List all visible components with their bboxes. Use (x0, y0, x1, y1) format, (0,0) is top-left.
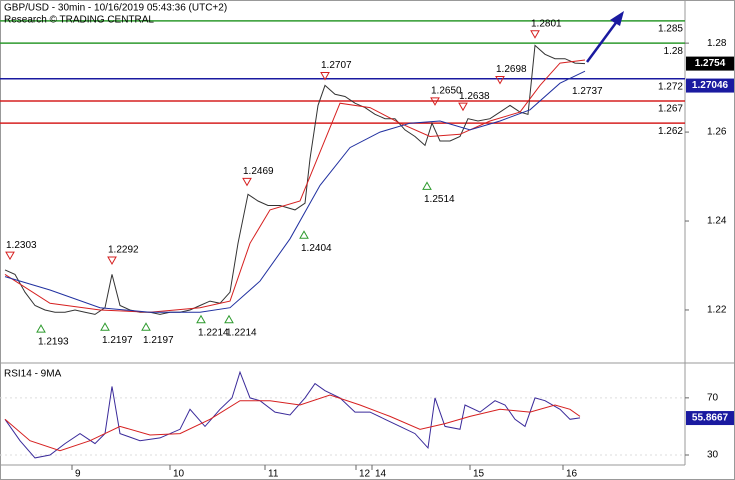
level-label: 1.262 (658, 126, 683, 137)
high-marker (530, 30, 540, 39)
low-label: 1.2514 (424, 194, 455, 205)
price-tag (686, 78, 734, 93)
x-tick-label: 12 (359, 469, 371, 480)
series-line (4, 70, 586, 313)
y-tick-label: 70 (707, 392, 719, 403)
chart-title: GBP/USD - 30min - 10/16/2019 05:43:36 (U… (4, 3, 227, 14)
low-label: 1.2197 (102, 335, 133, 346)
price-tag-label: 55.8667 (692, 413, 729, 424)
high-marker (5, 251, 15, 261)
high-label: 1.2698 (496, 64, 527, 75)
price-tag-label: 1.27046 (692, 80, 729, 91)
x-tick-label: 11 (268, 469, 279, 480)
chart-subtitle: Research © TRADING CENTRAL (4, 15, 154, 26)
series-line (4, 59, 586, 313)
low-marker (422, 181, 432, 190)
price-tag (686, 411, 734, 426)
low-marker (36, 324, 46, 333)
high-marker (458, 102, 468, 112)
x-tick-label: 16 (566, 469, 578, 480)
low-label: 1.2193 (38, 337, 69, 348)
level-label: 1.285 (658, 24, 683, 35)
price-tag (686, 56, 734, 71)
x-tick-label: 9 (75, 469, 81, 480)
low-marker (299, 230, 309, 239)
low-label: 1.2214 (226, 327, 257, 338)
forecast-arrow-head (610, 11, 624, 26)
series-line (4, 394, 581, 452)
y-tick-label: 1.22 (707, 305, 727, 316)
x-tick-label: 15 (473, 469, 485, 480)
low-marker (196, 314, 206, 324)
low-label: 1.2214 (198, 327, 229, 338)
high-marker (430, 97, 440, 106)
level-label: 1.272 (658, 81, 683, 92)
plot: 1.22 1.24 1.26 1.28 1.285 1.28 1.272 1.267 1.262… (0, 18, 734, 480)
x-tick-label: 10 (173, 469, 185, 480)
high-marker (107, 256, 117, 266)
high-marker (495, 75, 505, 85)
ma-label: 1.2737 (572, 86, 603, 97)
high-label: 1.2638 (459, 91, 490, 102)
low-marker (141, 322, 151, 331)
high-label: 1.2469 (243, 166, 274, 177)
high-label: 1.2707 (321, 60, 352, 71)
high-marker (320, 71, 330, 81)
x-tick-label: 14 (375, 469, 387, 480)
rsi-title: RSI14 - 9MA (4, 369, 62, 380)
y-tick-label: 1.24 (707, 216, 727, 227)
high-label: 1.2303 (6, 240, 37, 251)
high-label: 1.2650 (431, 85, 462, 96)
low-label: 1.2197 (143, 335, 174, 346)
high-marker (242, 177, 252, 187)
series-line (4, 370, 581, 459)
y-tick-label: 1.26 (707, 127, 727, 138)
low-marker (100, 322, 110, 331)
y-tick-label: 1.28 (707, 38, 727, 49)
forecast-arrow (585, 19, 620, 63)
high-label: 1.2292 (108, 245, 139, 256)
y-tick-label: 30 (707, 450, 719, 461)
low-marker (224, 314, 234, 324)
price-tag-label: 1.2754 (695, 58, 726, 69)
low-label: 1.2404 (301, 243, 332, 254)
level-label: 1.267 (658, 104, 683, 115)
level-label: 1.28 (664, 46, 684, 57)
high-label: 1.2801 (531, 18, 562, 29)
